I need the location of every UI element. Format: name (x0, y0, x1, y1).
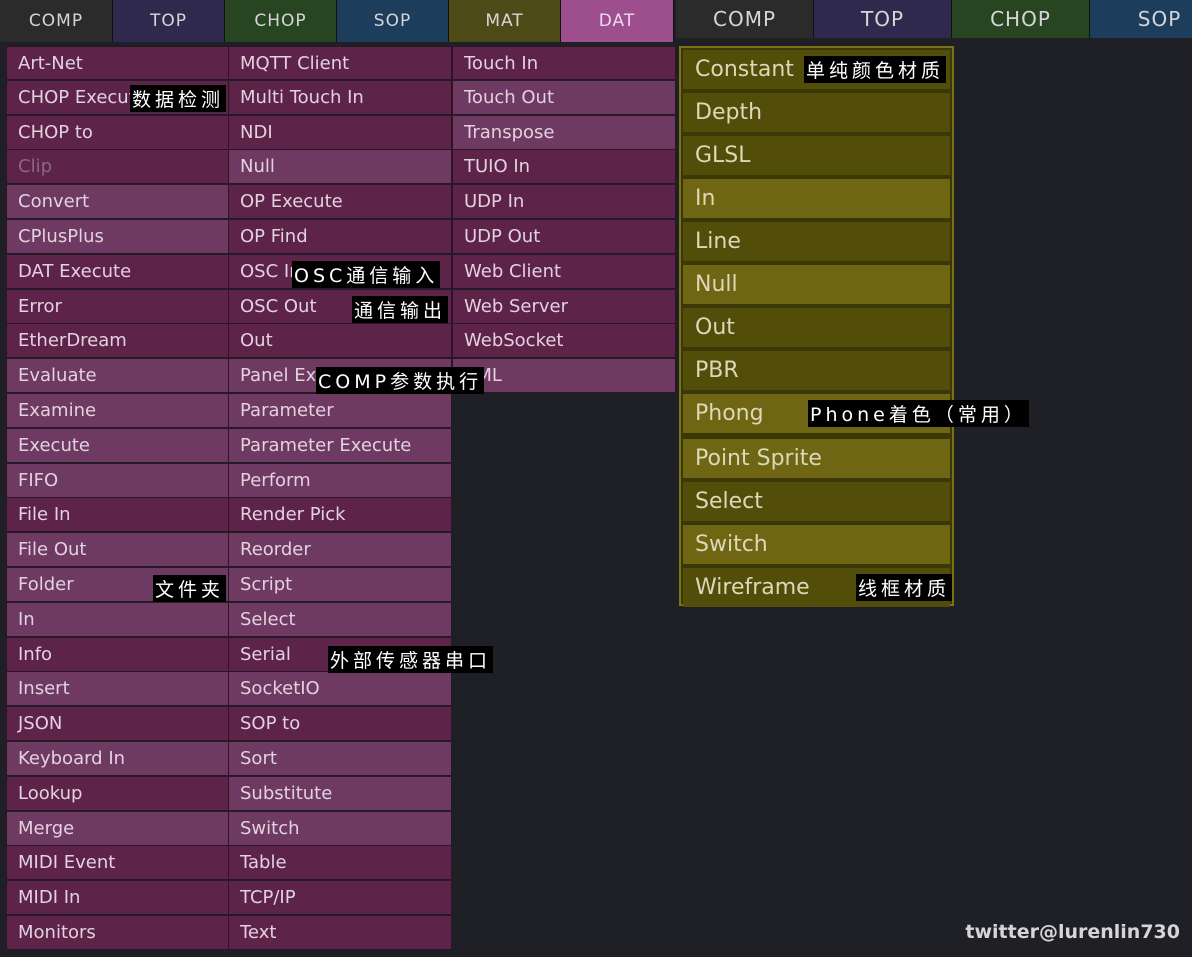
dat-item-tcp-ip[interactable]: TCP/IP (228, 881, 452, 916)
tab-comp[interactable]: COMP (0, 0, 113, 42)
dat-item-insert[interactable]: Insert (6, 672, 229, 707)
tab-mat[interactable]: MAT (449, 0, 561, 42)
dat-item-switch[interactable]: Switch (228, 811, 452, 846)
annotation-serial: 外部传感器串口 (328, 646, 494, 673)
dat-item-parameter-execute[interactable]: Parameter Execute (228, 428, 452, 463)
tab-sop-right[interactable]: SOP (1090, 0, 1192, 38)
dat-item-multi-touch-in[interactable]: Multi Touch In (228, 80, 452, 115)
dat-item-etherdream[interactable]: EtherDream (6, 324, 229, 359)
tab-chop[interactable]: CHOP (225, 0, 337, 42)
dat-item-table[interactable]: Table (228, 846, 452, 881)
dat-item-udp-in[interactable]: UDP In (452, 185, 676, 220)
dat-item-out[interactable]: Out (228, 324, 452, 359)
dat-item-keyboard-in[interactable]: Keyboard In (6, 742, 229, 776)
dat-item-info[interactable]: Info (6, 637, 229, 672)
dat-item-script[interactable]: Script (228, 568, 452, 602)
mat-item-depth[interactable]: Depth (683, 93, 950, 132)
dat-item-examine[interactable]: Examine (6, 394, 229, 428)
op-family-tabs-right: COMP TOP CHOP SOP (676, 0, 1192, 38)
tab-top-right[interactable]: TOP (814, 0, 952, 38)
op-family-tabs-left: COMP TOP CHOP SOP MAT DAT (0, 0, 674, 42)
dat-item-tuio-in[interactable]: TUIO In (452, 150, 676, 185)
mat-item-in[interactable]: In (683, 179, 950, 218)
dat-item-chop-to[interactable]: CHOP to (6, 115, 229, 150)
dat-item-op-find[interactable]: OP Find (228, 220, 452, 254)
dat-item-web-client[interactable]: Web Client (452, 254, 676, 289)
dat-item-lookup[interactable]: Lookup (6, 776, 229, 811)
mat-item-switch[interactable]: Switch (683, 525, 950, 564)
dat-item-ndi[interactable]: NDI (228, 115, 452, 150)
dat-item-file-in[interactable]: File In (6, 498, 229, 533)
dat-item-op-execute[interactable]: OP Execute (228, 185, 452, 220)
dat-item-substitute[interactable]: Substitute (228, 776, 452, 811)
watermark: twitter@lurenlin730 (965, 921, 1180, 943)
dat-item-dat-execute[interactable]: DAT Execute (6, 254, 229, 289)
tab-chop-right[interactable]: CHOP (952, 0, 1090, 38)
dat-item-midi-in[interactable]: MIDI In (6, 881, 229, 916)
annotation-constant: 单纯颜色材质 (804, 56, 947, 83)
dat-item-execute[interactable]: Execute (6, 428, 229, 463)
dat-item-text[interactable]: Text (228, 916, 452, 950)
dat-item-xml[interactable]: XML (452, 359, 676, 394)
dat-item-sort[interactable]: Sort (228, 742, 452, 776)
dat-item-clip[interactable]: Clip (6, 150, 229, 185)
dat-item-evaluate[interactable]: Evaluate (6, 359, 229, 394)
dat-item-monitors[interactable]: Monitors (6, 916, 229, 950)
annotation-panel-execute: COMP参数执行 (316, 367, 485, 394)
dat-item-mqtt-client[interactable]: MQTT Client (228, 46, 452, 80)
dat-item-in[interactable]: In (6, 602, 229, 637)
annotation-osc-in: OSC通信输入 (292, 261, 441, 288)
dat-item-json[interactable]: JSON (6, 707, 229, 742)
mat-item-point-sprite[interactable]: Point Sprite (683, 439, 950, 478)
dat-item-reorder[interactable]: Reorder (228, 533, 452, 568)
dat-item-udp-out[interactable]: UDP Out (452, 220, 676, 254)
dat-item-sop-to[interactable]: SOP to (228, 707, 452, 742)
annotation-chop-execute: 数据检测 (130, 85, 227, 112)
dat-item-file-out[interactable]: File Out (6, 533, 229, 568)
dat-item-touch-in[interactable]: Touch In (452, 46, 676, 80)
annotation-osc-out: 通信输出 (352, 296, 449, 323)
dat-item-fifo[interactable]: FIFO (6, 463, 229, 498)
dat-item-perform[interactable]: Perform (228, 463, 452, 498)
annotation-folder: 文件夹 (153, 575, 227, 602)
mat-item-select[interactable]: Select (683, 482, 950, 521)
mat-operator-menu: Constant Depth GLSL In Line Null Out PBR Phong Po… (679, 46, 954, 607)
annotation-phong: Phone着色（常用） (808, 400, 1029, 427)
mat-item-null[interactable]: Null (683, 265, 950, 304)
dat-item-touch-out[interactable]: Touch Out (452, 80, 676, 115)
dat-item-merge[interactable]: Merge (6, 811, 229, 846)
tab-sop[interactable]: SOP (337, 0, 449, 42)
tab-comp-right[interactable]: COMP (676, 0, 814, 38)
annotation-wireframe: 线框材质 (856, 574, 953, 601)
dat-item-null[interactable]: Null (228, 150, 452, 185)
dat-item-render-pick[interactable]: Render Pick (228, 498, 452, 533)
mat-item-glsl[interactable]: GLSL (683, 136, 950, 175)
dat-item-convert[interactable]: Convert (6, 185, 229, 220)
dat-item-error[interactable]: Error (6, 289, 229, 324)
dat-item-websocket[interactable]: WebSocket (452, 324, 676, 359)
dat-item-art-net[interactable]: Art-Net (6, 46, 229, 80)
mat-item-line[interactable]: Line (683, 222, 950, 261)
dat-item-socketio[interactable]: SocketIO (228, 672, 452, 707)
dat-item-web-server[interactable]: Web Server (452, 289, 676, 324)
tab-dat[interactable]: DAT (561, 0, 674, 42)
dat-item-select[interactable]: Select (228, 602, 452, 637)
tab-top[interactable]: TOP (113, 0, 225, 42)
dat-item-midi-event[interactable]: MIDI Event (6, 846, 229, 881)
mat-item-out[interactable]: Out (683, 308, 950, 347)
dat-item-parameter[interactable]: Parameter (228, 394, 452, 428)
dat-item-cplusplus[interactable]: CPlusPlus (6, 220, 229, 254)
dat-item-transpose[interactable]: Transpose (452, 115, 676, 150)
mat-item-pbr[interactable]: PBR (683, 351, 950, 390)
